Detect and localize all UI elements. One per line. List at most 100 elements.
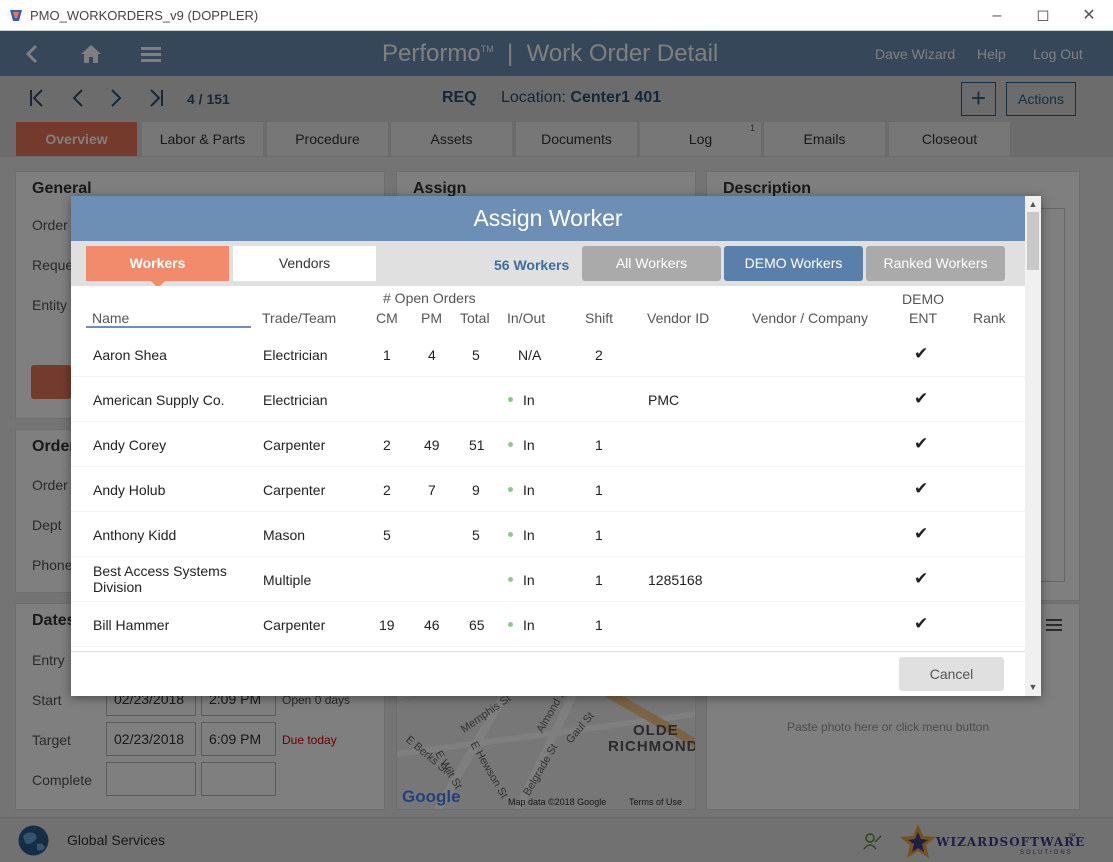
worker-inout: In	[523, 392, 535, 408]
check-icon: ✔	[914, 614, 929, 633]
total-header[interactable]: Total	[460, 310, 490, 326]
workers-tab[interactable]: Workers	[86, 246, 229, 288]
worker-cm: 2	[383, 437, 391, 453]
status-dot	[508, 577, 513, 582]
worker-name: Bill Hammer	[93, 617, 170, 633]
scroll-up-icon[interactable]: ▲	[1028, 199, 1038, 209]
modal-tab-bar: Workers Vendors 56 Workers All Workers D…	[71, 241, 1025, 288]
worker-name: Best Access Systems Division	[93, 563, 227, 595]
worker-shift: 2	[595, 347, 603, 363]
ranked-workers-button[interactable]: Ranked Workers	[866, 246, 1005, 281]
worker-trade: Electrician	[263, 347, 328, 363]
worker-total: 65	[469, 617, 485, 633]
worker-trade: Carpenter	[263, 617, 326, 633]
status-dot	[508, 622, 513, 627]
check-icon: ✔	[914, 524, 929, 543]
check-icon: ✔	[914, 434, 929, 453]
worker-trade: Electrician	[263, 392, 328, 408]
assign-worker-modal: Assign Worker Workers Vendors 56 Workers…	[71, 196, 1041, 696]
status-dot	[508, 532, 513, 537]
check-icon: ✔	[914, 389, 929, 408]
worker-shift: 1	[595, 437, 603, 453]
worker-total: 5	[472, 527, 480, 543]
worker-row[interactable]: Anthony Kidd Mason 5 5 In 1 ✔	[71, 512, 1025, 556]
worker-total: 5	[472, 347, 480, 363]
app-icon	[10, 10, 22, 21]
table-header: # Open Orders DEMO Name Trade/Team CM PM…	[71, 286, 1025, 332]
maximize-icon[interactable]: ◻	[1036, 7, 1050, 24]
worker-trade: Carpenter	[263, 482, 326, 498]
scroll-down-icon[interactable]: ▼	[1028, 682, 1038, 692]
worker-count: 56 Workers	[494, 257, 570, 273]
shift-header[interactable]: Shift	[585, 310, 614, 326]
worker-cm: 2	[383, 482, 391, 498]
worker-shift: 1	[595, 527, 603, 543]
trade-header[interactable]: Trade/Team	[262, 310, 337, 326]
worker-row[interactable]: Andy Holub Carpenter 2 7 9 In 1 ✔	[71, 467, 1025, 511]
rank-header[interactable]: Rank	[973, 310, 1006, 326]
pm-header[interactable]: PM	[421, 310, 442, 326]
window-titlebar: PMO_WORKORDERS_v9 (DOPPLER) – ◻ ✕	[0, 0, 1113, 31]
worker-name: Andy Corey	[93, 437, 167, 453]
worker-row[interactable]: American Supply Co. Electrician In PMC ✔	[71, 377, 1025, 421]
worker-inout: In	[523, 482, 535, 498]
worker-shift: 1	[595, 572, 603, 588]
worker-name: Anthony Kidd	[93, 527, 177, 543]
name-sort-underline	[86, 326, 251, 328]
vendor-id-header[interactable]: Vendor ID	[647, 310, 710, 326]
cm-header[interactable]: CM	[376, 310, 398, 326]
window-title: PMO_WORKORDERS_v9 (DOPPLER)	[30, 8, 259, 23]
worker-trade: Multiple	[263, 572, 312, 588]
close-icon[interactable]: ✕	[1082, 7, 1096, 24]
worker-name: Andy Holub	[93, 482, 166, 498]
worker-trade: Carpenter	[263, 437, 326, 453]
worker-inout: In	[523, 527, 535, 543]
worker-inout: In	[523, 437, 535, 453]
status-dot	[508, 397, 513, 402]
worker-vendor-id: 1285168	[648, 572, 703, 588]
worker-total: 9	[472, 482, 480, 498]
worker-vendor-id: PMC	[648, 392, 680, 408]
check-icon: ✔	[914, 569, 929, 588]
worker-name: American Supply Co.	[93, 392, 225, 408]
worker-trade: Mason	[263, 527, 306, 543]
cancel-button[interactable]: Cancel	[899, 657, 1004, 691]
minimize-icon[interactable]: –	[992, 7, 1002, 24]
check-icon: ✔	[914, 479, 929, 498]
worker-inout: N/A	[518, 347, 542, 363]
worker-inout: In	[523, 572, 535, 588]
open-orders-header: # Open Orders	[383, 290, 476, 306]
worker-cm: 19	[379, 617, 395, 633]
worker-pm: 4	[428, 347, 436, 363]
demo-header: DEMO	[902, 291, 944, 307]
worker-cm: 5	[383, 527, 391, 543]
ent-header[interactable]: ENT	[909, 310, 937, 326]
worker-pm: 49	[424, 437, 440, 453]
vendors-tab[interactable]: Vendors	[233, 246, 376, 281]
name-header[interactable]: Name	[92, 310, 130, 326]
worker-row[interactable]: Bill Hammer Carpenter 19 46 65 In 1 ✔	[71, 602, 1025, 646]
worker-shift: 1	[595, 482, 603, 498]
worker-name: Aaron Shea	[93, 347, 167, 363]
worker-inout: In	[523, 617, 535, 633]
status-dot	[508, 442, 513, 447]
worker-row[interactable]: Aaron Shea Electrician 1 4 5 N/A 2 ✔	[71, 332, 1025, 376]
modal-title: Assign Worker	[71, 196, 1025, 241]
all-workers-button[interactable]: All Workers	[582, 246, 721, 281]
check-icon: ✔	[914, 344, 929, 363]
worker-cm: 1	[383, 347, 391, 363]
demo-workers-button[interactable]: DEMO Workers	[724, 246, 863, 281]
modal-footer: Cancel	[71, 651, 1025, 696]
worker-total: 51	[469, 437, 485, 453]
worker-pm: 7	[428, 482, 436, 498]
worker-row[interactable]: Andy Corey Carpenter 2 49 51 In 1 ✔	[71, 422, 1025, 466]
vendor-company-header[interactable]: Vendor / Company	[752, 310, 868, 326]
inout-header[interactable]: In/Out	[507, 310, 546, 326]
worker-list: Aaron Shea Electrician 1 4 5 N/A 2 ✔ Ame…	[71, 332, 1025, 647]
status-dot	[508, 487, 513, 492]
worker-shift: 1	[595, 617, 603, 633]
worker-pm: 46	[424, 617, 440, 633]
scroll-thumb[interactable]	[1027, 212, 1039, 270]
worker-row[interactable]: Best Access Systems Division Multiple In …	[71, 557, 1025, 601]
modal-scrollbar[interactable]: ▲ ▼	[1025, 196, 1041, 696]
